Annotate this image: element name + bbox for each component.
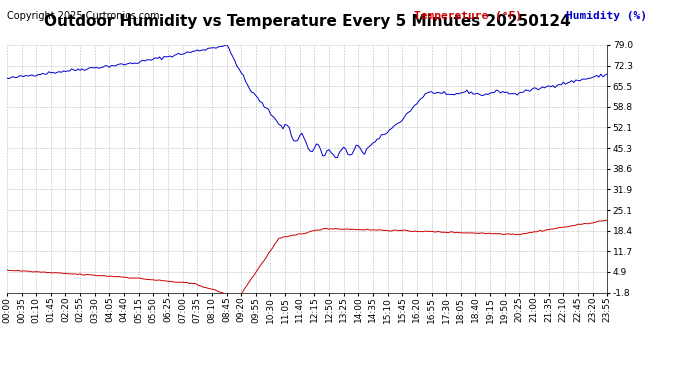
Title: Outdoor Humidity vs Temperature Every 5 Minutes 20250124: Outdoor Humidity vs Temperature Every 5 …	[43, 13, 571, 28]
Text: Copyright 2025 Curtronics.com: Copyright 2025 Curtronics.com	[7, 11, 159, 21]
Text: Humidity (%): Humidity (%)	[566, 11, 647, 21]
Text: Temperature (°F): Temperature (°F)	[414, 11, 522, 21]
